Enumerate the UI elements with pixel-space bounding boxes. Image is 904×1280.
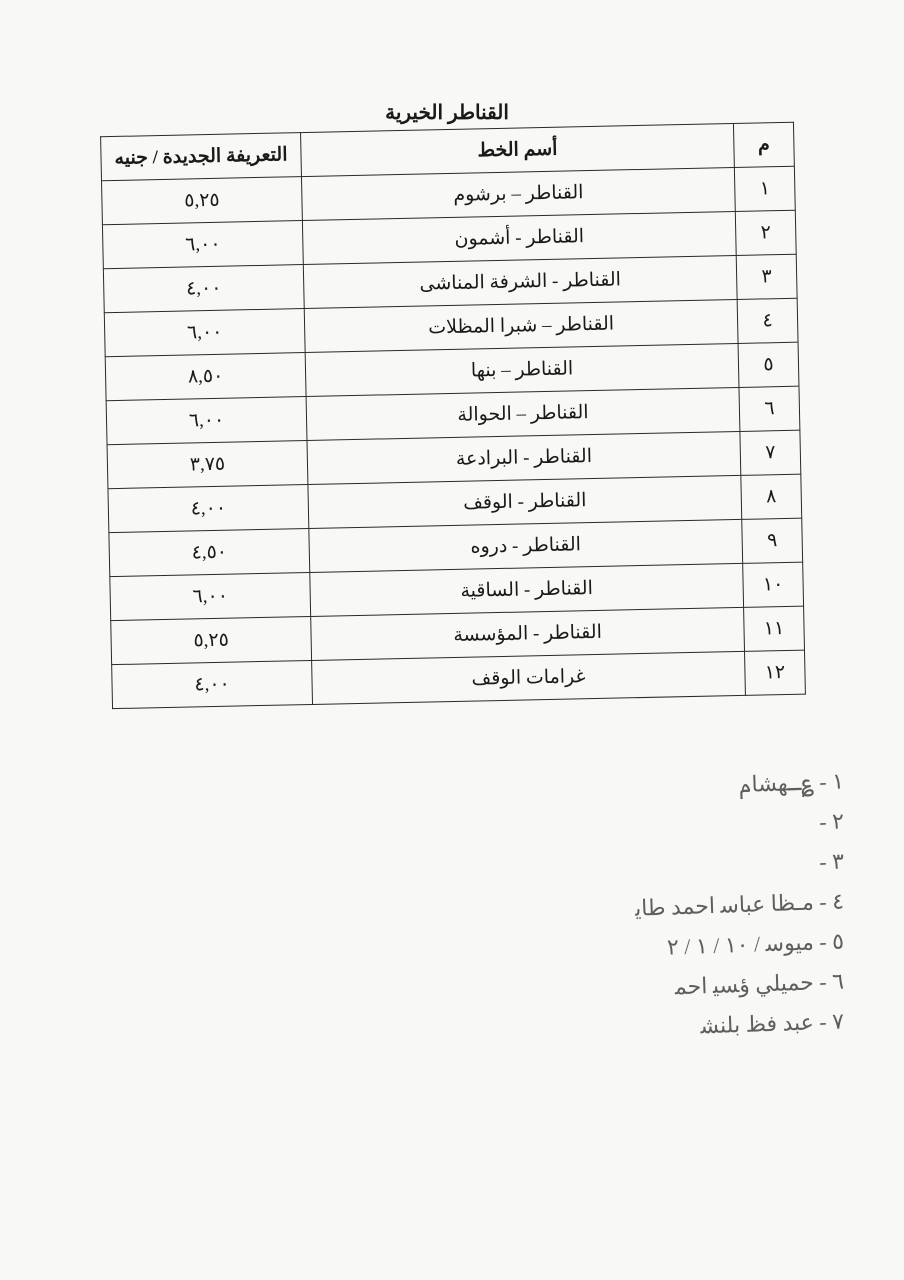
cell-tariff: ٤,٠٠	[103, 265, 304, 313]
cell-tariff: ٤,٠٠	[112, 660, 313, 708]
handwritten-line: ١ - ؏ـﻬﺸﺎم	[524, 768, 845, 805]
cell-num: ٢	[735, 210, 796, 255]
header-num: م	[733, 122, 794, 167]
cell-num: ٧	[740, 430, 801, 475]
cell-tariff: ٣,٧٥	[107, 441, 308, 489]
cell-tariff: ٨,٥٠	[105, 353, 306, 401]
cell-num: ١١	[744, 606, 805, 651]
cell-num: ٨	[741, 474, 802, 519]
cell-num: ٤	[737, 298, 798, 343]
handwritten-line: ٢ -	[524, 808, 845, 845]
handwritten-notes: ١ - ؏ـﻬﺸﺎم٢ -٣ -٤ - مـﻈﺎ ﻋﺒﺎﺳ احمد ﻃﺎﻳ٥ …	[524, 760, 844, 1054]
handwritten-line: ٥ - ﻣﻴﻮﺳ / ١٠ / ١ / ٢	[524, 928, 845, 965]
cell-tariff: ٦,٠٠	[102, 221, 303, 269]
handwritten-line: ٧ - ﻋﺒﺪ ﻓﻆ ﺑﻠﻨﺸ	[524, 1008, 845, 1045]
handwritten-line: ٦ - ﺣﻤﻴﻠﻲ ؤﺴﻴ اﺣﻤ	[524, 968, 845, 1005]
cell-num: ١	[734, 166, 795, 211]
cell-tariff: ٥,٢٥	[102, 177, 303, 225]
cell-num: ٩	[742, 518, 803, 563]
header-tariff: التعريفة الجديدة / جنيه	[101, 133, 302, 181]
cell-tariff: ٤,٠٠	[108, 484, 309, 532]
handwritten-line: ٤ - مـﻈﺎ ﻋﺒﺎﺳ احمد ﻃﺎﻳ	[524, 888, 845, 925]
cell-tariff: ٤,٥٠	[109, 528, 310, 576]
handwritten-line: ٣ -	[524, 848, 845, 885]
cell-tariff: ٥,٢٥	[111, 616, 312, 664]
cell-num: ٥	[738, 342, 799, 387]
cell-num: ٣	[736, 254, 797, 299]
page-title: القناطر الخيرية	[100, 100, 794, 125]
cell-route: غرامات الوقف	[312, 651, 746, 704]
cell-tariff: ٦,٠٠	[106, 397, 307, 445]
cell-num: ١٠	[743, 562, 804, 607]
tariff-table: م أسم الخط التعريفة الجديدة / جنيه ١ الق…	[100, 122, 806, 709]
cell-tariff: ٦,٠٠	[110, 572, 311, 620]
cell-num: ٦	[739, 386, 800, 431]
cell-tariff: ٦,٠٠	[104, 309, 305, 357]
cell-num: ١٢	[745, 650, 806, 695]
